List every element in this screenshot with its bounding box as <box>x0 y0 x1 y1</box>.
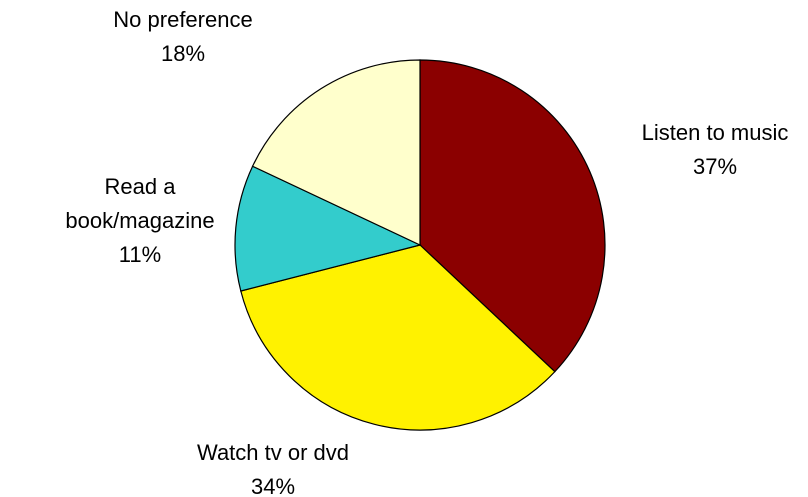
pie-slice <box>419 59 606 373</box>
value-label: 18% <box>160 41 206 66</box>
slice-label: No preference 18% <box>113 3 252 71</box>
pie-slice <box>251 59 421 246</box>
slice-label: Read a book/magazine 11% <box>60 170 220 272</box>
value-label: 11% <box>118 242 162 267</box>
slice-label: Watch tv or dvd 34% <box>197 436 349 497</box>
value-label: 37% <box>692 154 738 179</box>
category-label: Listen to music <box>641 120 789 145</box>
slice-label: Listen to music 37% <box>642 116 789 184</box>
pie-slice <box>240 244 556 431</box>
value-label: 34% <box>250 474 296 497</box>
category-label: Watch tv or dvd <box>196 440 350 465</box>
pie-slice <box>234 165 422 292</box>
category-label: No preference <box>113 7 253 32</box>
category-label: Read a book/magazine <box>65 174 215 233</box>
